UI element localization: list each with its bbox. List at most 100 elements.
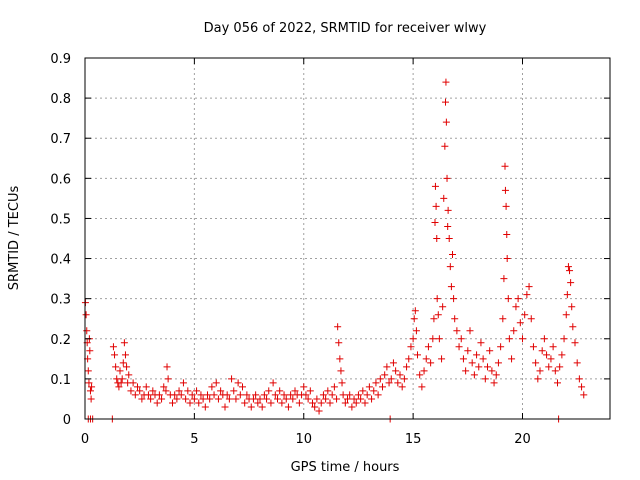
data-point	[269, 379, 277, 387]
data-point	[289, 395, 297, 403]
x-tick-label: 10	[295, 432, 312, 447]
data-point	[239, 383, 246, 391]
data-point	[276, 387, 284, 395]
data-point	[206, 395, 214, 403]
data-point	[502, 202, 510, 210]
data-point	[284, 403, 292, 411]
data-point	[536, 367, 544, 375]
data-point	[568, 303, 576, 311]
data-point	[468, 359, 476, 367]
data-point	[169, 399, 176, 407]
data-point	[427, 359, 435, 367]
data-point	[352, 399, 360, 407]
data-point	[271, 391, 279, 399]
data-point	[424, 343, 432, 351]
data-point	[265, 387, 273, 395]
chart-title: Day 056 of 2022, SRMTID for receiver wlw…	[204, 21, 487, 36]
x-axis: 0 5 10 15 20	[81, 58, 531, 447]
data-point	[304, 395, 312, 403]
data-point	[481, 375, 489, 383]
data-point	[234, 379, 242, 387]
data-point	[136, 387, 144, 395]
data-point	[412, 327, 420, 335]
data-point	[564, 263, 572, 271]
data-point	[125, 371, 133, 379]
data-point	[433, 295, 441, 303]
data-point	[543, 351, 551, 359]
data-point	[376, 375, 384, 383]
data-point	[315, 407, 323, 415]
data-point	[163, 363, 171, 371]
data-point	[147, 395, 155, 403]
data-point	[111, 351, 119, 359]
data-point	[359, 387, 367, 395]
data-point	[263, 395, 271, 403]
y-tick-label: 0.2	[50, 333, 71, 348]
data-point	[348, 403, 356, 411]
data-point	[379, 383, 386, 391]
x-axis-label: GPS time / hours	[291, 460, 400, 475]
data-point	[330, 383, 338, 391]
data-point	[336, 355, 344, 363]
data-point	[466, 327, 474, 335]
data-point	[396, 371, 404, 379]
data-points	[81, 78, 588, 423]
data-point	[442, 98, 449, 106]
data-point	[510, 327, 518, 335]
data-point	[184, 387, 192, 395]
y-tick-label: 0.7	[50, 132, 71, 147]
data-point	[580, 391, 588, 399]
data-point	[503, 230, 511, 238]
data-point	[247, 403, 255, 411]
data-point	[538, 347, 546, 355]
data-point	[214, 395, 222, 403]
data-point	[121, 351, 129, 359]
data-point	[464, 347, 472, 355]
data-point	[131, 391, 139, 399]
data-point	[435, 335, 443, 343]
data-point	[418, 383, 426, 391]
data-point	[441, 142, 449, 150]
data-point	[363, 391, 371, 399]
data-point	[134, 383, 141, 391]
y-tick-label: 0.3	[50, 293, 71, 308]
data-point	[280, 391, 288, 399]
data-point	[505, 335, 513, 343]
data-point	[326, 399, 334, 407]
data-point	[344, 395, 351, 403]
data-point	[295, 399, 303, 407]
data-point	[457, 335, 465, 343]
x-tick-label: 5	[190, 432, 198, 447]
data-point	[516, 319, 524, 327]
data-point	[84, 367, 92, 375]
data-point	[164, 375, 172, 383]
data-point	[334, 323, 342, 331]
data-point	[317, 399, 325, 407]
data-point	[278, 399, 286, 407]
data-point	[199, 395, 207, 403]
data-point	[500, 275, 508, 283]
x-tick-label: 15	[405, 432, 422, 447]
data-point	[519, 335, 526, 343]
data-point	[444, 206, 452, 214]
data-point	[551, 367, 559, 375]
data-point	[438, 355, 446, 363]
data-point	[420, 367, 428, 375]
data-point	[532, 359, 540, 367]
data-point	[556, 363, 564, 371]
data-point	[447, 283, 455, 291]
data-point	[529, 343, 537, 351]
data-point	[119, 359, 127, 367]
data-point	[501, 186, 509, 194]
data-point	[571, 339, 579, 347]
data-point	[258, 403, 266, 411]
data-point	[282, 395, 290, 403]
data-point	[188, 391, 196, 399]
data-point	[109, 343, 117, 351]
y-tick-label: 0.1	[50, 373, 71, 388]
data-point	[158, 395, 166, 403]
data-point	[431, 182, 439, 190]
data-point	[86, 347, 94, 355]
data-point	[450, 295, 458, 303]
